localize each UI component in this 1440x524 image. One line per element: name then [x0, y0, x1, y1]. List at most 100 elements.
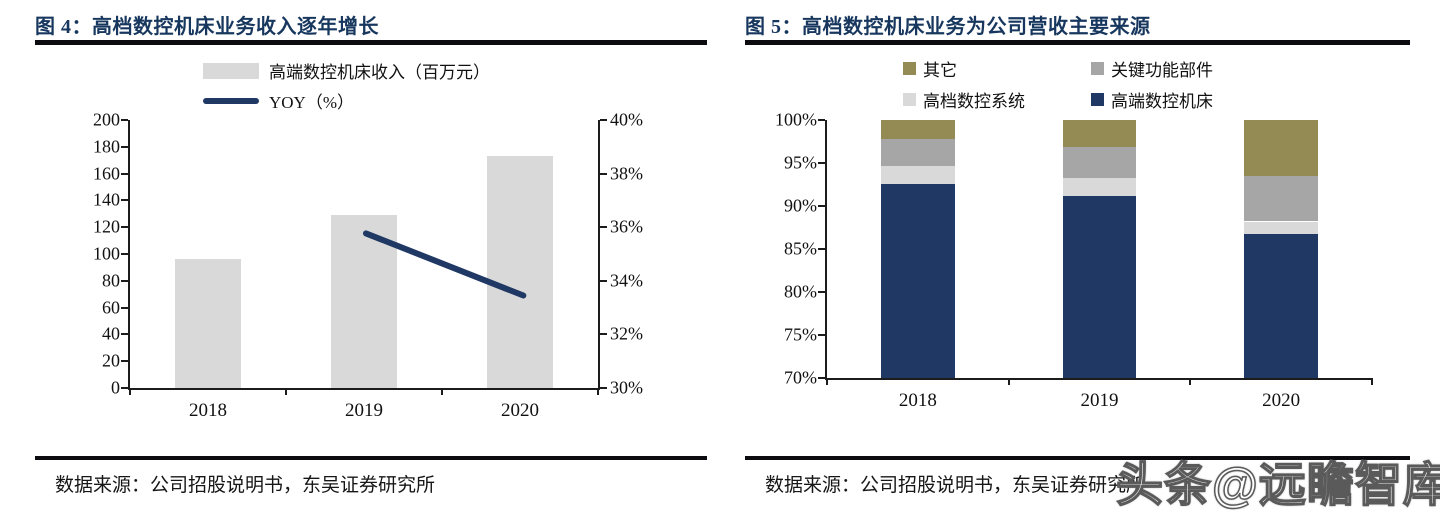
legend-label-cnc-systems: 高档数控系统 [923, 92, 1025, 111]
figure-4-plot: 200 180 160 140 120 100 80 60 40 20 0 40% 38% 36% 34% 3… [93, 110, 643, 422]
yoy-line-layer [363, 230, 527, 299]
stack-segment-cnc-systems-2018 [881, 165, 955, 184]
legend-item-revenue: 高端数控机床收入（百万元） [203, 58, 490, 83]
primary-axis-tick [121, 172, 128, 175]
percent-axis-tick [818, 377, 825, 379]
legend-item-cnc-systems: 高档数控系统 [903, 87, 1091, 112]
primary-axis-label: 60 [102, 297, 120, 318]
primary-axis-tick [121, 387, 128, 389]
primary-axis-label: 160 [93, 163, 120, 184]
bar-swatch-icon [203, 62, 259, 79]
percent-axis-tick [818, 290, 825, 293]
secondary-axis-label: 34% [610, 270, 643, 291]
primary-axis-tick [121, 333, 128, 336]
stack-segment-machine-tools-2018 [881, 183, 955, 378]
primary-axis-tick [121, 253, 128, 255]
x-axis-tick [1189, 378, 1192, 385]
figure-5-legend: 其它 关键功能部件高档数控系统 高端数控机床 [903, 56, 1213, 112]
revenue-bar-2018 [175, 259, 241, 388]
secondary-axis-tick [600, 172, 607, 175]
primary-axis-label: 180 [93, 136, 120, 157]
primary-axis-label: 140 [93, 189, 120, 210]
percent-axis-label: 85% [784, 238, 817, 259]
percent-axis-label: 70% [784, 367, 817, 388]
primary-axis-label: 40 [102, 323, 120, 344]
percent-axis-tick [818, 161, 825, 164]
percent-axis-label: 75% [784, 324, 817, 345]
x-axis-tick [129, 388, 131, 395]
x-axis-tick [597, 388, 599, 395]
secondary-axis-label: 32% [610, 323, 643, 344]
legend-item-yoy: YOY（%） [203, 88, 490, 113]
figure-5-source-rule [745, 456, 1410, 460]
stack-segment-key-components-2018 [881, 138, 955, 166]
primary-axis-tick [121, 199, 128, 202]
legend-swatch-icon [1091, 62, 1104, 75]
figure-4-source-rule [35, 456, 707, 460]
stack-segment-cnc-systems-2020 [1244, 221, 1318, 235]
yoy-line [363, 230, 527, 299]
figure-4-title-rule [35, 40, 707, 45]
primary-axis-label: 200 [93, 109, 120, 130]
stack-segment-machine-tools-2019 [1062, 195, 1137, 378]
percent-axis-tick [818, 119, 825, 121]
legend-label-revenue: 高端数控机床收入（百万元） [269, 63, 490, 82]
watermark: 头条@远瞻智库 [1115, 457, 1440, 512]
x-axis-label-2018: 2018 [188, 400, 227, 421]
percent-axis-label: 80% [784, 281, 817, 302]
secondary-axis-label: 40% [610, 109, 643, 130]
primary-axis-tick [121, 119, 128, 121]
x-axis-tick [826, 378, 828, 385]
primary-axis-label: 80 [102, 270, 120, 291]
percent-axis-label: 90% [784, 195, 817, 216]
x-axis-label-2020: 2020 [1262, 390, 1301, 411]
figure-5-plot: 100% 95% 90% 85% 80% 75% 70% 2018 2019 2020 [775, 110, 1373, 411]
percent-axis-tick [818, 248, 825, 250]
primary-axis-label: 120 [93, 216, 120, 237]
figure-5-title: 图 5：高档数控机床业务为公司营收主要来源 [745, 16, 1151, 38]
secondary-axis-tick [600, 119, 607, 121]
legend-item-key-components: 关键功能部件 [1091, 56, 1213, 81]
stack-segment-key-components-2019 [1062, 146, 1137, 178]
stack-segment-others-2020 [1244, 120, 1318, 176]
x-axis-label-2020: 2020 [501, 400, 539, 421]
legend-swatch-icon [903, 93, 916, 106]
secondary-axis-label: 30% [610, 377, 643, 398]
figure-4-title: 图 4：高档数控机床业务收入逐年增长 [35, 16, 379, 38]
stack-segment-others-2018 [881, 120, 955, 139]
x-axis-label-2019: 2019 [345, 400, 383, 421]
secondary-axis-tick [600, 333, 607, 336]
x-axis-label-2018: 2018 [898, 390, 937, 411]
percent-axis-label: 100% [775, 109, 817, 130]
secondary-axis-tick [600, 226, 607, 229]
legend-label-others: 其它 [923, 61, 957, 80]
stack-segment-machine-tools-2020 [1244, 234, 1318, 378]
percent-axis-tick [818, 334, 825, 336]
x-axis-tick [284, 388, 287, 395]
primary-axis-label: 100 [93, 243, 120, 264]
legend-swatch-icon [903, 62, 916, 75]
legend-label-yoy: YOY（%） [269, 93, 354, 112]
percent-axis-label: 95% [784, 152, 817, 173]
line-swatch-icon [203, 97, 259, 104]
stack-segment-cnc-systems-2019 [1062, 177, 1137, 196]
primary-axis-label: 20 [102, 350, 120, 371]
x-axis-tick [1007, 378, 1010, 385]
secondary-axis-label: 36% [610, 216, 643, 237]
secondary-axis-tick [600, 279, 607, 282]
x-axis-tick [1371, 378, 1373, 385]
figure-5-source: 数据来源：公司招股说明书，东吴证券研究所 [765, 475, 1146, 496]
stack-segment-others-2019 [1062, 120, 1137, 147]
percent-axis-tick [818, 204, 825, 207]
revenue-bar-2020 [487, 156, 553, 388]
primary-axis-tick [121, 306, 128, 309]
figure-4-source: 数据来源：公司招股说明书，东吴证券研究所 [55, 475, 436, 496]
legend-label-machine-tools: 高端数控机床 [1111, 92, 1213, 111]
legend-item-others: 其它 [903, 56, 1091, 81]
legend-item-machine-tools: 高端数控机床 [1091, 87, 1213, 112]
figure-4: 图 4：高档数控机床业务收入逐年增长 高端数控机床收入（百万元） YOY（%） 2… [35, 0, 707, 524]
stack-segment-key-components-2020 [1244, 175, 1318, 222]
primary-axis-tick [121, 145, 128, 148]
primary-axis-tick [121, 360, 128, 363]
x-axis-tick [440, 388, 443, 395]
